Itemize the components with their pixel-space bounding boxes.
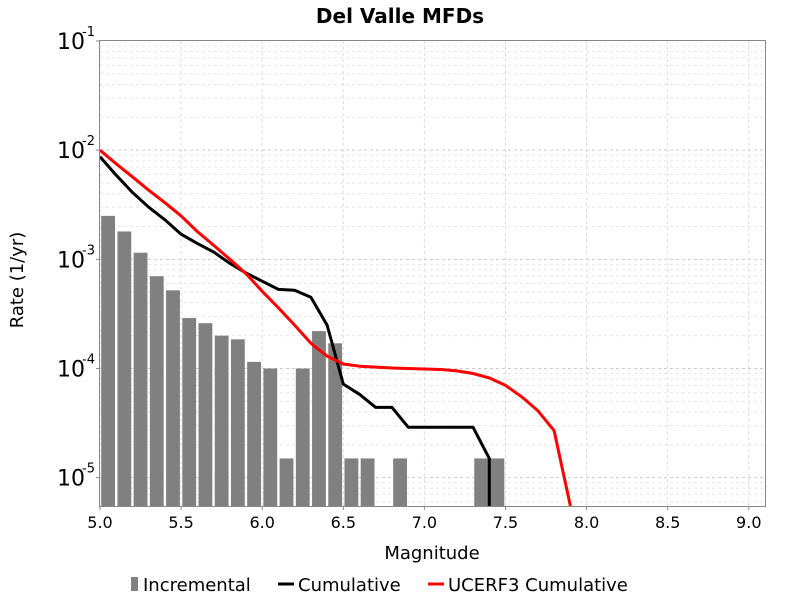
bar (198, 323, 213, 506)
x-axis-ticks: 5.0 5.5 6.0 6.5 7.0 7.5 8.0 8.5 9.0 (87, 506, 762, 532)
ucerf3-cumulative-line (99, 149, 572, 507)
y-tick-label: 10 (57, 467, 85, 492)
x-tick-label: 8.5 (655, 513, 680, 532)
y-axis-label: Rate (1/yr) (7, 232, 28, 329)
legend: Incremental Cumulative UCERF3 Cumulative (131, 575, 628, 596)
bar (344, 458, 359, 506)
x-tick-label: 6.0 (249, 513, 274, 532)
lines-group (98, 149, 572, 507)
y-tick-exponent: -5 (82, 462, 95, 477)
y-axis-ticks: 10-510-410-310-210-1 (57, 25, 100, 492)
bar (474, 458, 489, 506)
x-axis-label: Magnitude (384, 543, 479, 564)
bar (230, 339, 245, 506)
bar (360, 458, 375, 506)
bar (101, 215, 116, 506)
y-tick-exponent: -4 (82, 352, 95, 367)
y-tick-label: 10 (57, 139, 85, 164)
y-tick-label: 10 (57, 357, 85, 382)
bar (312, 331, 326, 506)
chart-title: Del Valle MFDs (316, 4, 484, 28)
bar (166, 290, 180, 506)
legend-label-cumulative: Cumulative (298, 575, 401, 596)
y-tick-label: 10 (57, 30, 85, 55)
y-tick-exponent: -3 (82, 243, 95, 258)
x-tick-label: 7.0 (412, 513, 437, 532)
bars-group (101, 215, 505, 506)
x-tick-label: 7.5 (493, 513, 518, 532)
y-tick-exponent: -1 (82, 25, 95, 40)
x-tick-label: 5.0 (87, 513, 112, 532)
bar (295, 368, 310, 506)
y-tick-label: 10 (57, 248, 85, 273)
x-tick-label: 6.5 (331, 513, 356, 532)
plot-area (99, 40, 766, 507)
bar (328, 343, 343, 506)
legend-label-incremental: Incremental (143, 575, 251, 596)
bar (247, 361, 261, 506)
bar (263, 368, 278, 506)
bar (117, 231, 132, 506)
cumulative-line (98, 155, 491, 506)
bar (149, 276, 164, 506)
bar (182, 318, 197, 506)
y-tick-exponent: -2 (82, 134, 95, 149)
bar (133, 252, 148, 506)
legend-swatch-incremental (131, 577, 138, 591)
x-tick-label: 8.0 (574, 513, 599, 532)
x-tick-label: 9.0 (736, 513, 761, 532)
bar (490, 458, 505, 506)
x-tick-label: 5.5 (168, 513, 193, 532)
legend-label-ucerf3-cumulative: UCERF3 Cumulative (448, 575, 628, 596)
bar (214, 335, 229, 506)
bar (279, 458, 294, 506)
bar (393, 458, 407, 506)
